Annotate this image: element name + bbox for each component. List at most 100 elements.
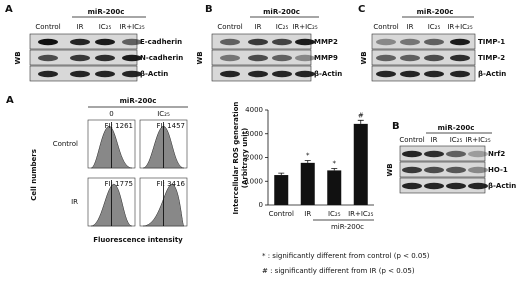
blot-band xyxy=(446,150,466,158)
wb-label: WB xyxy=(196,51,204,64)
blot-band xyxy=(70,70,90,78)
significance-mark: * xyxy=(333,159,337,167)
row-label: E-cadherin xyxy=(140,38,182,46)
blot-band xyxy=(95,54,115,62)
blot-band xyxy=(402,150,422,158)
error-bar xyxy=(278,172,285,176)
blot-band xyxy=(376,38,396,46)
row-label: β-Actin xyxy=(488,182,516,190)
y-tick-label: 2000 xyxy=(245,154,263,162)
group-label: miR-200c xyxy=(263,8,300,16)
wb-label: WB xyxy=(14,51,22,64)
y-axis-label: Intercellular ROS generation xyxy=(232,102,240,215)
panel-label: A xyxy=(6,95,14,106)
blot-band xyxy=(424,182,444,190)
blot-strip xyxy=(371,33,476,50)
lane-label: IR+IC₂₅ xyxy=(465,136,491,144)
bar xyxy=(274,175,289,205)
lane-label: IR xyxy=(407,23,414,31)
column-label: 0 xyxy=(109,110,113,118)
blot-band xyxy=(220,54,240,62)
lane-label: Control xyxy=(373,23,398,31)
group-label: miR-200c xyxy=(120,97,157,105)
blot-band xyxy=(400,70,420,78)
blot-band xyxy=(424,54,444,62)
blot-band xyxy=(450,38,470,46)
group-label: miR-200c xyxy=(88,8,125,16)
row-label: TIMP-1 xyxy=(478,38,505,46)
blot-band xyxy=(122,54,142,62)
blot-band xyxy=(446,166,466,174)
row-label: β-Actin xyxy=(478,70,506,78)
row-label: β-Actin xyxy=(314,70,342,78)
blot-band xyxy=(468,182,488,190)
row-label: Nrf2 xyxy=(488,150,505,158)
error-bar xyxy=(304,160,311,163)
error-bar xyxy=(331,168,338,171)
x-tick-label: Control xyxy=(269,210,294,218)
blot-strip xyxy=(371,49,476,66)
blot-band xyxy=(376,54,396,62)
lane-label: IR+IC₂₅ xyxy=(119,23,145,31)
group-label: miR-200c xyxy=(331,223,364,231)
blot-band xyxy=(402,182,422,190)
column-label: IC₂₅ xyxy=(157,110,170,118)
blot-band xyxy=(122,70,142,78)
blot-band xyxy=(248,70,268,78)
blot-band xyxy=(295,54,315,62)
blot-band xyxy=(468,150,488,158)
blot-band xyxy=(38,70,58,78)
blot-band xyxy=(446,182,466,190)
blot-band xyxy=(424,150,444,158)
y-tick-label: 4000 xyxy=(245,106,263,114)
bar xyxy=(353,123,368,205)
bar xyxy=(327,170,342,205)
group-label: miR-200c xyxy=(417,8,454,16)
blot-band xyxy=(95,70,115,78)
blot-band xyxy=(272,38,292,46)
blot-band xyxy=(450,54,470,62)
blot-band xyxy=(248,54,268,62)
x-tick-label: IR xyxy=(304,210,311,218)
blot-band xyxy=(248,38,268,46)
y-tick-label: 3000 xyxy=(245,130,263,138)
lane-label: IR xyxy=(255,23,262,31)
y-tick-label: 1000 xyxy=(245,177,263,185)
blot-band xyxy=(38,38,58,46)
blot-band xyxy=(272,54,292,62)
lane-label: Control xyxy=(217,23,242,31)
lane-label: IC₂₅ xyxy=(276,23,289,31)
blot-band xyxy=(424,70,444,78)
row-label: β-Actin xyxy=(140,70,168,78)
blot-band xyxy=(295,70,315,78)
wb-label: WB xyxy=(360,51,368,64)
group-label: miR-200c xyxy=(438,124,475,132)
significance-mark: # xyxy=(358,111,364,119)
lane-label: Control xyxy=(399,136,424,144)
row-label: MMP9 xyxy=(314,54,338,62)
lane-label: IR xyxy=(77,23,84,31)
lane-label: IR+IC₂₅ xyxy=(292,23,318,31)
blot-band xyxy=(295,38,315,46)
y-axis-label: Cell numbers xyxy=(30,149,38,201)
blot-band xyxy=(95,38,115,46)
significance-mark: * xyxy=(306,151,310,159)
fi-label: FI: 3416 xyxy=(157,180,186,188)
panel-label: B xyxy=(392,121,400,132)
blot-band xyxy=(220,38,240,46)
blot-band xyxy=(424,38,444,46)
blot-band xyxy=(272,70,292,78)
lane-label: IC₂₅ xyxy=(99,23,112,31)
footnote: * : significantly different from control… xyxy=(262,252,430,260)
blot-band xyxy=(70,54,90,62)
bar xyxy=(300,162,315,205)
y-axis-label: (Arbitrary unit) xyxy=(241,128,249,188)
lane-label: IR xyxy=(431,136,438,144)
row-label: HO-1 xyxy=(488,166,508,174)
wb-label: WB xyxy=(386,163,394,176)
error-bar xyxy=(357,119,364,124)
footnote: # : significantly different from IR (p <… xyxy=(262,267,415,275)
blot-band xyxy=(220,70,240,78)
